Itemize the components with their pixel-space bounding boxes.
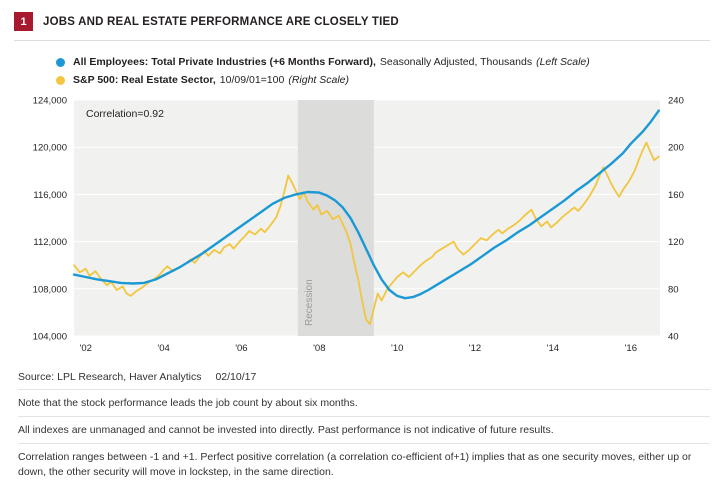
right-axis-tick-label: 120 [668,237,684,248]
left-axis-tick-label: 112,000 [33,237,67,248]
source-text: Source: LPL Research, Haver Analytics [18,371,202,383]
chart: Recession Correlation=0.92 104,000 108,000 1… [14,94,710,361]
left-axis-tick-label: 116,000 [33,190,67,201]
x-axis-tick-label: '02 [80,343,92,354]
x-axis-tick-label: '14 [547,343,559,354]
legend-label-bold: S&P 500: Real Estate Sector, [73,74,216,86]
figure-number-badge: 1 [14,12,33,31]
x-axis-tick-label: '04 [157,343,169,354]
source-line: Source: LPL Research, Haver Analytics 02/… [18,365,710,390]
left-axis-tick-label: 108,000 [33,284,67,295]
legend-label-regular: Seasonally Adjusted, Thousands [379,56,533,68]
chart-title: JOBS AND REAL ESTATE PERFORMANCE ARE CLO… [43,15,399,28]
employees-legend-dot-icon [56,57,65,67]
reit-legend-dot-icon [56,75,65,85]
right-axis-tick-label: 80 [668,284,679,295]
chart-canvas: Recession Correlation=0.92 104,000 108,000 1… [33,96,684,355]
source-date: 02/10/17 [215,371,257,383]
legend-label-regular: 10/09/01=100 [219,74,285,86]
x-axis-tick-label: '16 [625,343,637,354]
legend-item-sp500-real-estate: S&P 500: Real Estate Sector, 10/09/01=100… [56,74,710,86]
x-axis-tick-label: '12 [469,343,481,354]
right-axis-tick-label: 40 [668,332,679,343]
note-lead-lag: Note that the stock performance leads th… [18,390,710,418]
right-axis-tick-label: 240 [668,96,684,107]
footer-notes: Source: LPL Research, Haver Analytics 02/… [18,365,710,485]
left-axis-tick-label: 124,000 [33,96,67,107]
left-axis-tick-label: 120,000 [33,143,67,154]
x-axis-tick-label: '10 [391,343,403,354]
figure-header: 1 JOBS AND REAL ESTATE PERFORMANCE ARE C… [14,12,710,41]
right-axis-tick-label: 160 [668,190,684,201]
legend-item-employees: All Employees: Total Private Industries … [56,56,710,68]
correlation-annotation: Correlation=0.92 [86,108,164,120]
figure-page: 1 JOBS AND REAL ESTATE PERFORMANCE ARE C… [14,12,710,485]
right-axis-tick-label: 200 [668,143,684,154]
left-axis-tick-label: 104,000 [33,332,67,343]
legend-label-bold: All Employees: Total Private Industries … [73,56,376,68]
legend-label-scale: (Right Scale) [288,74,350,86]
recession-label: Recession [304,279,315,326]
employees-line [72,109,660,300]
x-axis-tick-label: '08 [313,343,325,354]
note-correlation-definition: Correlation ranges between -1 and +1. Pe… [18,451,692,478]
legend-label-scale: (Left Scale) [536,56,590,68]
note-disclosure: All indexes are unmanaged and cannot be … [18,417,710,445]
legend: All Employees: Total Private Industries … [56,56,710,86]
x-axis-tick-label: '06 [235,343,247,354]
